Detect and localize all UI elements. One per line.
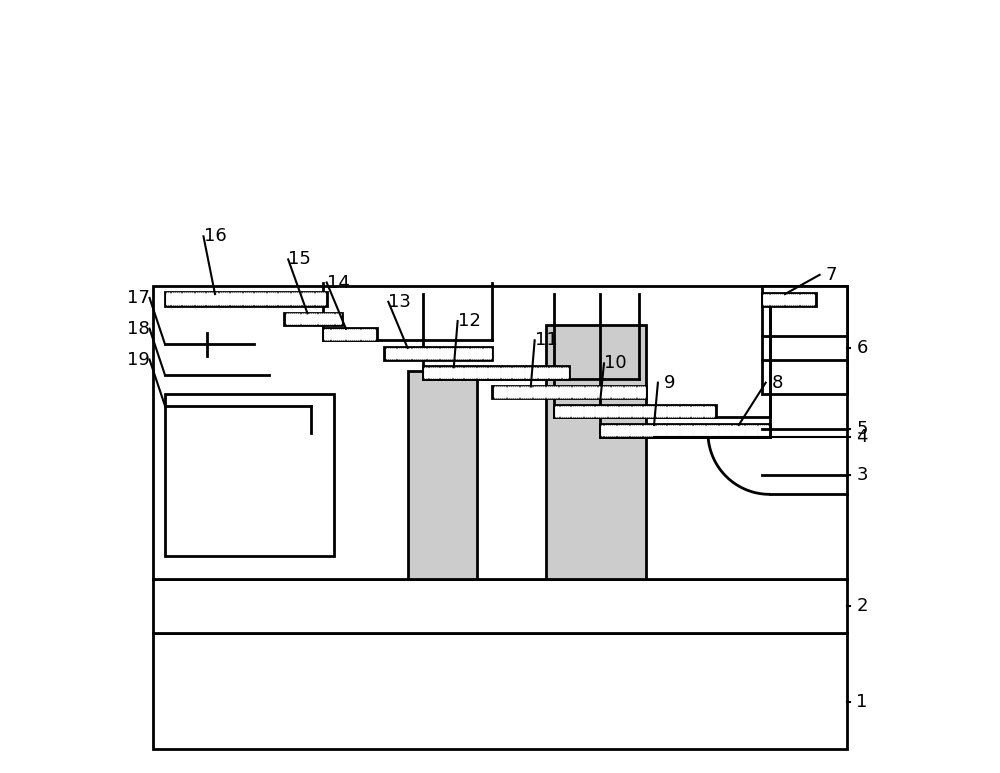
Text: 18: 18 bbox=[127, 320, 149, 338]
Text: 12: 12 bbox=[458, 312, 481, 330]
Text: 4: 4 bbox=[856, 427, 868, 445]
Bar bbox=[153, 633, 847, 748]
Text: 16: 16 bbox=[204, 227, 226, 245]
Bar bbox=[408, 371, 477, 579]
Text: 15: 15 bbox=[288, 250, 311, 268]
Text: 13: 13 bbox=[388, 293, 411, 311]
Bar bbox=[153, 579, 847, 633]
Bar bbox=[153, 286, 847, 579]
Text: 7: 7 bbox=[825, 266, 837, 284]
Bar bbox=[323, 328, 377, 340]
Text: 3: 3 bbox=[856, 466, 868, 484]
Bar bbox=[284, 312, 342, 325]
Bar bbox=[423, 366, 569, 379]
Text: 6: 6 bbox=[856, 339, 868, 357]
Text: 10: 10 bbox=[604, 354, 627, 373]
Bar bbox=[546, 325, 646, 579]
Text: 11: 11 bbox=[535, 332, 558, 349]
Bar bbox=[762, 286, 847, 394]
Text: 9: 9 bbox=[664, 373, 675, 392]
Bar bbox=[165, 394, 334, 556]
Text: 2: 2 bbox=[856, 597, 868, 615]
Text: 14: 14 bbox=[327, 274, 350, 291]
Text: 8: 8 bbox=[772, 373, 783, 392]
Bar bbox=[554, 405, 716, 417]
Bar bbox=[492, 386, 646, 398]
Text: 17: 17 bbox=[127, 289, 149, 307]
Text: 19: 19 bbox=[127, 350, 149, 369]
Bar bbox=[762, 293, 816, 305]
Text: 1: 1 bbox=[856, 693, 868, 711]
Bar bbox=[384, 347, 492, 359]
Bar bbox=[165, 291, 327, 305]
Text: 5: 5 bbox=[856, 420, 868, 438]
Bar bbox=[600, 424, 770, 437]
